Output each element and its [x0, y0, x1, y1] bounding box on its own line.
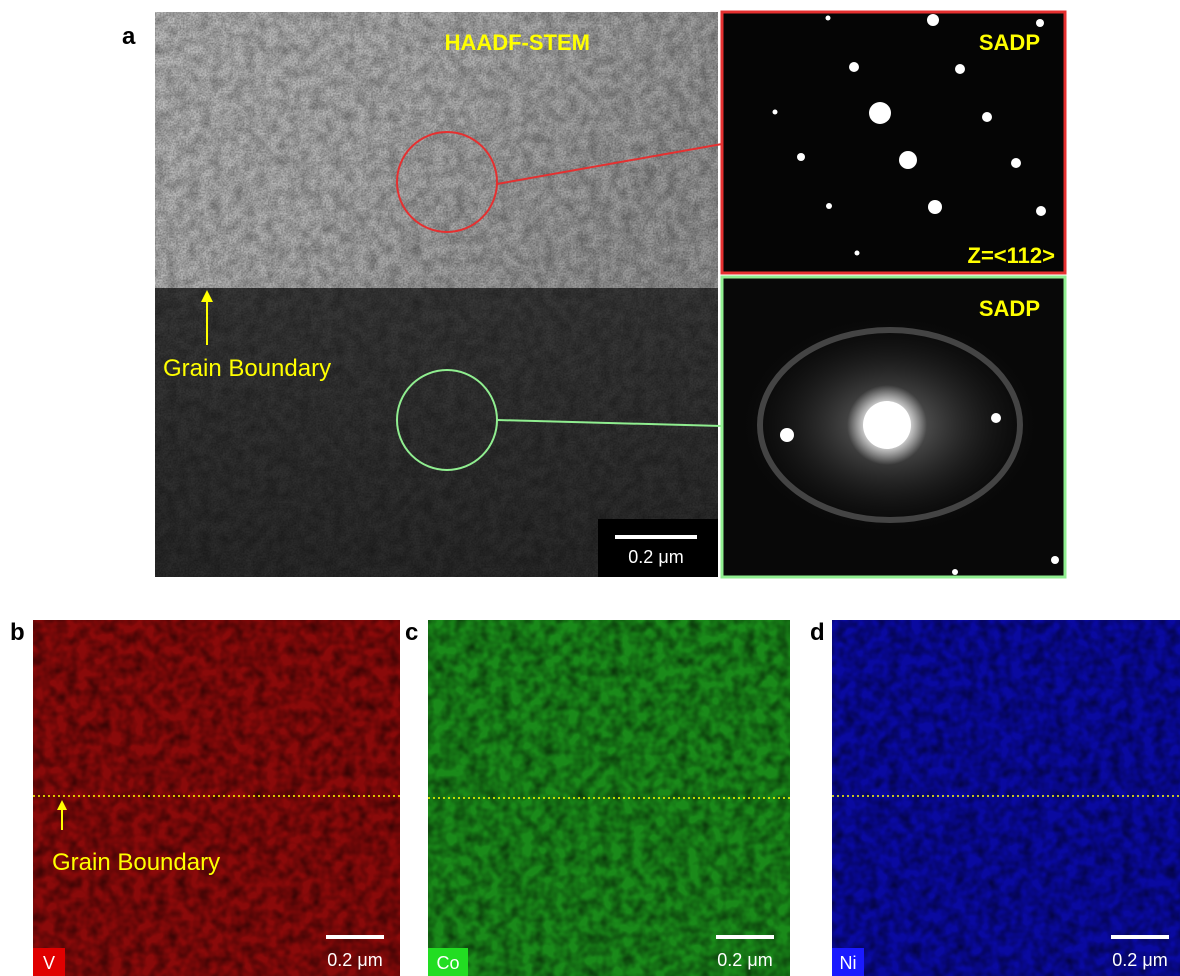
- panel-label: c: [405, 619, 418, 646]
- annotation: Grain Boundary: [163, 355, 331, 382]
- scale-bar-label: 0.2 μm: [327, 950, 382, 970]
- sadp-title: SADP: [979, 296, 1040, 321]
- map-v: b Grain Boundary 0.2 μm V: [10, 619, 400, 976]
- panel-label: b: [10, 619, 25, 646]
- annotation: Grain Boundary: [52, 849, 220, 876]
- figure: a HAADF-STEM Grain Boundary 0.2 μm SADP …: [0, 0, 1180, 976]
- element-label: Co: [436, 953, 459, 973]
- haadf-image: [155, 12, 722, 577]
- sadp-bottom: [722, 277, 1065, 577]
- zone-axis: Z=<112>: [968, 243, 1055, 268]
- scale-bar-label: 0.2 μm: [717, 950, 772, 970]
- image-title: HAADF-STEM: [445, 30, 590, 55]
- map-co: c 0.2 μm Co: [405, 619, 790, 976]
- scale-bar-label: 0.2 μm: [628, 547, 683, 567]
- element-label: V: [43, 953, 55, 973]
- sadp-title: SADP: [979, 30, 1040, 55]
- map-ni: d 0.2 μm Ni: [810, 619, 1180, 976]
- element-label: Ni: [840, 953, 857, 973]
- panel-label: d: [810, 619, 825, 646]
- scale-bar-label: 0.2 μm: [1112, 950, 1167, 970]
- panel-label: a: [122, 23, 136, 50]
